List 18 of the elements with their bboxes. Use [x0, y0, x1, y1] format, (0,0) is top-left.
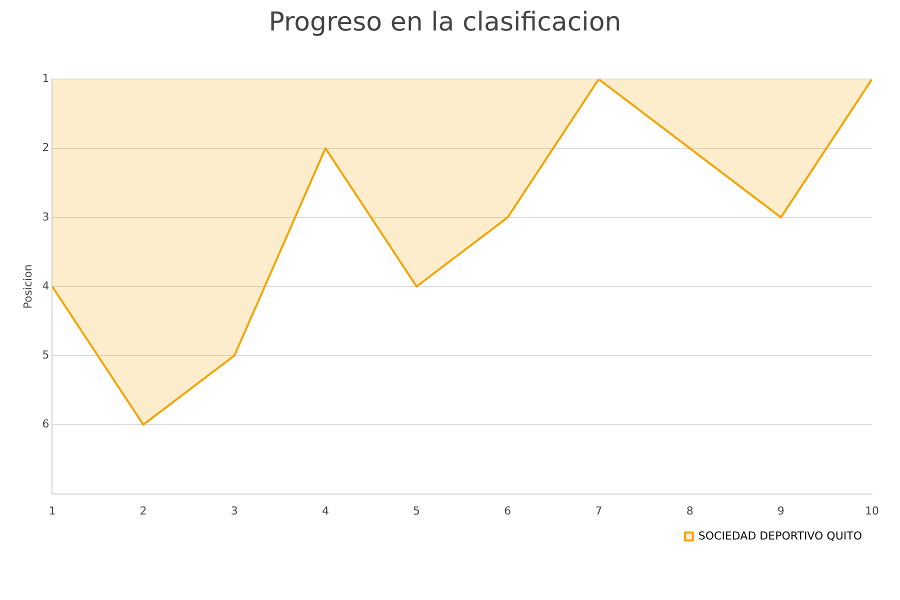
x-tick-label: 2 [140, 504, 147, 518]
chart-title: Progreso en la clasificacion [268, 7, 622, 38]
x-tick-label: 9 [777, 504, 784, 518]
x-tick-label: 10 [865, 504, 879, 518]
x-tick-label: 8 [686, 504, 694, 518]
x-tick-label: 6 [504, 504, 512, 518]
x-tick-label: 4 [322, 504, 329, 518]
y-tick-label: 4 [42, 279, 50, 292]
y-axis-title: Posicion [21, 264, 34, 309]
x-tick-label: 7 [595, 504, 602, 518]
x-tick-label: 3 [230, 504, 238, 518]
y-tick-label: 2 [42, 141, 50, 154]
y-tick-label: 1 [42, 72, 50, 86]
x-tick-label: 5 [413, 504, 420, 518]
y-tick-label: 6 [42, 418, 50, 431]
legend-label: SOCIEDAD DEPORTIVO QUITO [698, 529, 862, 542]
y-tick-label: 3 [42, 210, 50, 224]
y-tick-label: 5 [42, 348, 50, 362]
